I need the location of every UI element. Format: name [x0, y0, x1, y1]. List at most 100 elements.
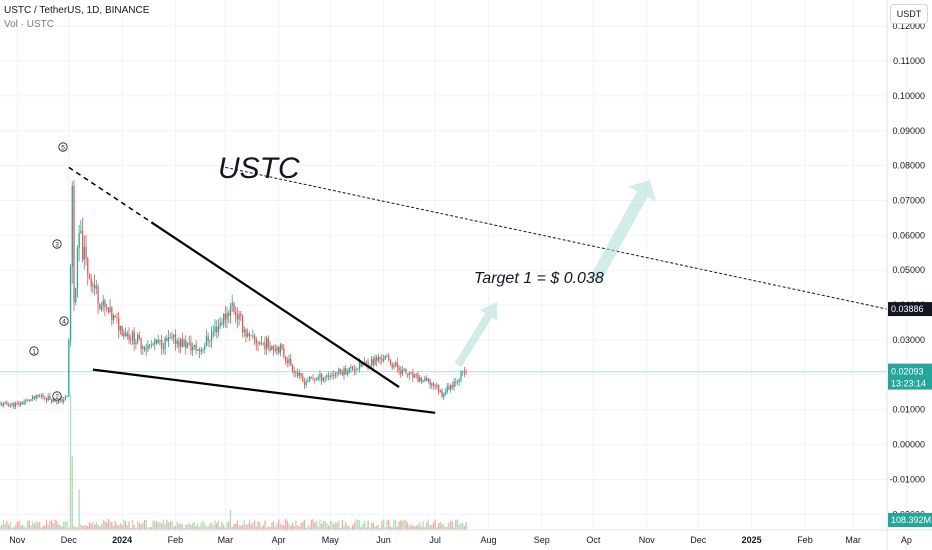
price-tick-label: 0.07000 [892, 195, 925, 205]
price-tick-label: 0.09000 [892, 126, 925, 136]
volume-bar [391, 527, 393, 530]
candle-body [40, 395, 42, 397]
candles [0, 180, 467, 410]
price-badges: 0.03886 0.02093 13:23:14 108.392M [888, 302, 932, 527]
volume-bar [100, 523, 103, 530]
volume-bar [309, 526, 311, 530]
volume-bar [128, 521, 130, 530]
symbol-title[interactable]: USTC / TetherUS, 1D, BINANCE [4, 5, 150, 16]
candle-body [255, 339, 257, 344]
candle-body [104, 300, 106, 308]
volume-bar [26, 520, 29, 530]
volume-bar [401, 520, 404, 530]
volume-bar [333, 524, 335, 530]
candle-body [128, 333, 130, 340]
candle-body [121, 325, 123, 337]
candle-body [80, 230, 82, 234]
volume-bar [51, 519, 53, 530]
wave-labels: 1 2 3 4 5 [29, 142, 69, 401]
candle-body [142, 346, 144, 349]
candle-body [453, 381, 455, 388]
time-axis[interactable]: Nov Dec 2024 Feb Mar Apr May Jun Jul Aug Sep Oct Nov… [0, 529, 932, 545]
volume-bar [362, 523, 364, 530]
candle-body [343, 367, 345, 376]
candle-body [85, 246, 87, 259]
volume-bar [444, 527, 447, 530]
countdown-text: 13:23:14 [891, 379, 926, 389]
candle-body [51, 399, 53, 402]
candle-body [185, 340, 187, 348]
candle-body [422, 380, 424, 382]
volume-bar [64, 521, 67, 530]
candle-body [57, 400, 60, 403]
candle-body [267, 338, 270, 348]
time-tick-label: 2024 [112, 535, 132, 545]
currency-button[interactable]: USDT [890, 4, 928, 24]
volume-bar [365, 527, 368, 530]
candle-body [42, 395, 44, 398]
volume-bar [32, 521, 34, 530]
candle-body [329, 375, 331, 377]
volume-bar [460, 522, 462, 530]
candle-body [252, 335, 254, 337]
volume-legend[interactable]: Vol · USTC [4, 19, 55, 30]
volume-bar [238, 525, 240, 530]
candle-body [247, 333, 249, 337]
volume-bar [4, 523, 6, 530]
candle-body [64, 396, 67, 400]
volume-bar [130, 527, 132, 530]
volume-bar [271, 522, 273, 530]
volume-bar [81, 525, 84, 530]
candle-body [147, 345, 149, 350]
candle-body [145, 349, 147, 351]
volume-bar [295, 520, 297, 530]
volume-bar [37, 522, 39, 530]
candle-body [106, 307, 108, 308]
volume-bar [133, 524, 135, 530]
volume-bar [85, 525, 87, 530]
price-tick-label: 0.00000 [892, 440, 925, 450]
candle-body [154, 339, 156, 345]
candle-body [155, 339, 158, 344]
candle-body [314, 379, 316, 381]
volume-bar [25, 527, 27, 530]
volume-bar [23, 526, 25, 530]
candle-body [291, 365, 294, 371]
candle-body [212, 331, 214, 334]
volume-bar [80, 524, 82, 530]
candle-body [178, 341, 180, 347]
projection-arrows [454, 180, 656, 368]
candle-body [462, 371, 464, 373]
candle-body [240, 313, 242, 316]
candle-body [266, 338, 268, 350]
candle-body [444, 392, 447, 395]
time-tick-label: Jul [429, 535, 441, 545]
volume-bar [231, 526, 233, 530]
candle-body [176, 341, 178, 345]
volume-bar [20, 525, 22, 530]
volume-bar [451, 521, 454, 530]
candle-body [47, 396, 49, 401]
time-tick-label: Dec [61, 535, 78, 545]
candle-body [260, 342, 263, 344]
volume-bar [145, 519, 147, 530]
volume-bar [61, 526, 63, 530]
wave-number: 4 [62, 319, 66, 326]
candle-body [95, 286, 98, 289]
volume-bar [149, 527, 151, 530]
candle-body [429, 379, 431, 386]
volume-bar [462, 523, 464, 530]
candle-body [209, 340, 211, 342]
volume-bar [377, 524, 380, 530]
time-tick-label: Aug [480, 535, 496, 545]
volume-bar [159, 521, 161, 530]
candle-body [243, 329, 245, 333]
volume-bar [255, 527, 257, 530]
candle-body [463, 371, 466, 373]
volume-bar [298, 526, 300, 530]
candle-body [162, 348, 165, 350]
time-tick-label: Ap [901, 535, 912, 545]
volume-bar [219, 526, 221, 530]
volume-bar [243, 520, 245, 530]
